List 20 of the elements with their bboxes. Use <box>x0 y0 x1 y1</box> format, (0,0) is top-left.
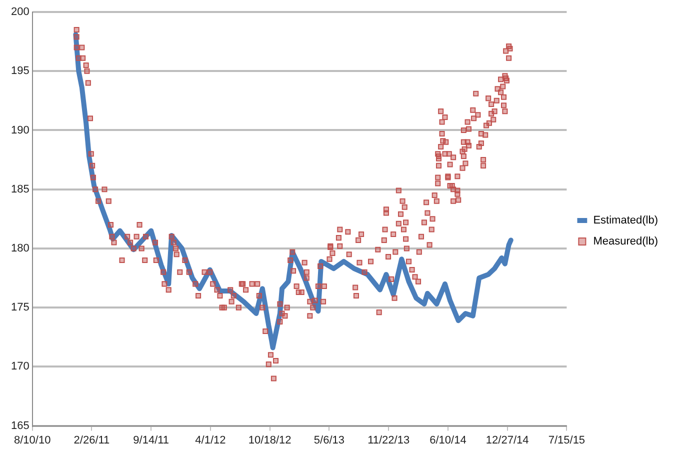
x-tick-label: 11/22/13 <box>368 434 410 446</box>
y-tick-label: 195 <box>10 65 30 78</box>
x-tick-label: 12/27/14 <box>486 434 529 446</box>
x-tick-label: 10/18/12 <box>248 434 292 446</box>
x-tick-label: 7/15/15 <box>548 434 586 446</box>
x-tick-label: 8/10/10 <box>14 434 51 446</box>
y-tick-label: 165 <box>10 420 30 432</box>
x-tick-label: 2/26/11 <box>74 434 110 446</box>
y-tick-label: 190 <box>10 124 30 136</box>
x-tick-label: 4/1/12 <box>195 434 226 446</box>
y-tick-label: 175 <box>10 302 30 314</box>
x-tick-label: 5/6/13 <box>314 434 345 446</box>
x-tick-label: 9/14/11 <box>133 434 170 446</box>
x-tick-label: 6/10/14 <box>430 434 466 446</box>
legend-label: Estimated(lb) <box>593 214 658 227</box>
y-tick-label: 180 <box>10 242 30 254</box>
legend-label: Measured(lb) <box>593 236 658 248</box>
y-tick-label: 170 <box>10 360 30 373</box>
y-tick-label: 200 <box>10 6 30 18</box>
y-tick-label: 185 <box>10 183 30 196</box>
